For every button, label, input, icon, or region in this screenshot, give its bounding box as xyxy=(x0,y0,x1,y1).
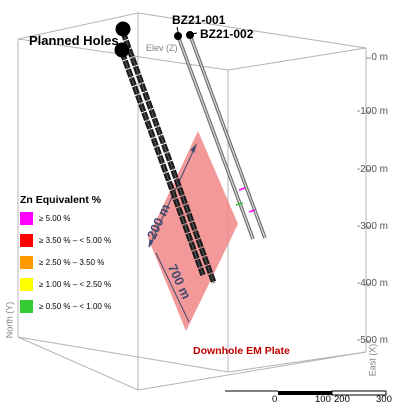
hole-label-bz21-002: BZ21-002 xyxy=(200,27,254,41)
scale-bar xyxy=(225,390,387,396)
elev-axis-label: Elev (Z) xyxy=(146,43,178,53)
legend-title: Zn Equivalent % xyxy=(20,194,102,206)
legend-item: ≥ 3.50 % – < 5.00 % xyxy=(20,232,160,251)
depth-label-200: -200 m xyxy=(356,164,388,175)
scale-label-0: 0 xyxy=(272,394,278,405)
existing-hole-traces xyxy=(174,31,267,240)
planned-hole-traces xyxy=(114,21,217,284)
depth-label-400: -400 m xyxy=(356,278,388,289)
legend-item: ≥ 2.50 % – 3.50 % xyxy=(20,254,160,273)
zn-equivalent-legend: Zn Equivalent % ≥ 5.00 % ≥ 3.50 % – < 5.… xyxy=(20,194,160,316)
legend-swatch xyxy=(20,278,33,292)
depth-label-0: 0 m xyxy=(371,52,388,63)
legend-swatch xyxy=(20,256,33,270)
east-axis-label: East (X) xyxy=(367,343,378,377)
hole-label-leaders xyxy=(176,26,198,35)
depth-label-300: -300 m xyxy=(356,221,388,232)
scale-label-200: 200 xyxy=(334,394,350,405)
em-plate xyxy=(148,131,238,331)
legend-item: ≥ 1.00 % – < 2.50 % xyxy=(20,276,160,295)
legend-swatch xyxy=(20,212,33,226)
legend-label: ≥ 2.50 % – 3.50 % xyxy=(39,258,105,268)
scale-label-300: 300 xyxy=(376,394,392,405)
north-axis-label: North (Y) xyxy=(4,301,15,339)
legend-swatch xyxy=(20,300,33,314)
legend-label: ≥ 5.00 % xyxy=(39,214,71,224)
depth-label-500: -500 m xyxy=(356,335,388,346)
depth-label-100: -100 m xyxy=(356,106,388,117)
planned-holes-label: Planned Holes xyxy=(29,33,119,48)
legend-swatch xyxy=(20,234,33,248)
legend-label: ≥ 1.00 % – < 2.50 % xyxy=(39,280,112,290)
legend-item: ≥ 5.00 % xyxy=(20,210,160,229)
legend-item: ≥ 0.50 % – < 1.00 % xyxy=(20,298,160,317)
depth-tick-marks xyxy=(366,57,371,342)
legend-label: ≥ 0.50 % – < 1.00 % xyxy=(39,302,112,312)
scale-label-100: 100 xyxy=(315,394,331,405)
legend-label: ≥ 3.50 % – < 5.00 % xyxy=(39,236,112,246)
em-plate-label: Downhole EM Plate xyxy=(193,345,290,357)
hole-label-bz21-001: BZ21-001 xyxy=(172,13,226,27)
